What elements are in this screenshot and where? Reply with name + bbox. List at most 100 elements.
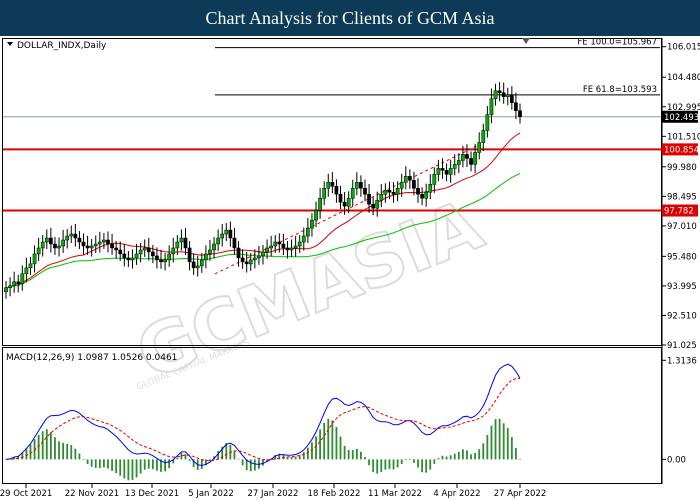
macd-histogram-bar	[13, 456, 16, 460]
candle-body	[261, 251, 265, 257]
macd-histogram-bar	[103, 459, 105, 468]
candle-body	[473, 152, 477, 165]
macd-histogram-bar	[502, 423, 505, 460]
candle-body	[114, 247, 118, 251]
candle-body	[65, 235, 70, 241]
macd-title: MACD(12,26,9) 1.0987 1.0526 0.0461	[6, 353, 177, 363]
macd-histogram-bar	[486, 435, 489, 460]
candle-body	[8, 285, 12, 289]
candle-body	[146, 247, 151, 253]
macd-histogram-bar	[519, 459, 521, 460]
x-tick-label: 11 Mar 2022	[368, 489, 422, 499]
candle-body	[163, 259, 167, 263]
x-tick-label: 18 Feb 2022	[308, 489, 361, 499]
candle-body	[167, 253, 172, 261]
candle-body	[481, 130, 486, 143]
macd-histogram-bar	[5, 459, 7, 460]
macd-histogram-bar	[457, 451, 460, 460]
candle-body	[257, 255, 261, 259]
macd-histogram-bar	[45, 429, 48, 460]
fibonacci-lines: FE 100.0=105.967 FE 61.8=103.593	[215, 38, 660, 96]
y-tick-label: 98.495	[667, 192, 697, 202]
candle-body	[126, 257, 131, 261]
candle-body	[130, 257, 135, 261]
macd-histogram-bar	[131, 459, 134, 480]
support-resistance-lines	[3, 148, 662, 212]
macd-histogram-bar	[143, 459, 146, 470]
candle-body	[122, 253, 127, 259]
candle-body	[228, 229, 233, 239]
macd-histogram-bar	[343, 445, 346, 460]
y-tick-label: 92.510	[667, 311, 697, 321]
macd-histogram-bar	[351, 449, 354, 460]
candle-body	[416, 188, 420, 195]
macd-histogram-bar	[21, 452, 24, 460]
macd-histogram-bar	[119, 459, 122, 476]
macd-histogram-bar	[388, 459, 391, 469]
macd-histogram-bar	[339, 436, 342, 460]
macd-histogram-bar	[315, 436, 317, 460]
macd-histogram-bar	[58, 441, 60, 460]
candle-body	[187, 247, 192, 263]
macd-histogram-bar	[66, 443, 69, 460]
candle-body	[236, 247, 241, 259]
y-tick-label: 102.995	[667, 103, 700, 113]
candle-body	[16, 281, 21, 285]
candle-body	[151, 251, 155, 257]
macd-histogram-bar	[266, 459, 268, 462]
macd-y-axis: 1.3136 0.00	[662, 356, 697, 465]
candle-body	[171, 247, 176, 255]
candle-body	[306, 227, 310, 237]
macd-histogram-bar	[180, 453, 183, 460]
macd-histogram-bar	[506, 428, 509, 460]
candle-body	[208, 249, 212, 255]
macd-histogram-bar	[147, 459, 150, 469]
macd-histogram-bar	[86, 459, 89, 465]
candle-body	[40, 241, 45, 249]
candle-body	[57, 245, 61, 249]
macd-histogram-bar	[139, 459, 142, 474]
candle-body	[395, 188, 400, 195]
macd-histogram-bar	[29, 444, 32, 460]
candle-body	[277, 241, 282, 245]
macd-histogram-bar	[302, 452, 305, 460]
price-y-axis: 106.015 104.480 102.995 101.510 99.980 98.495…	[662, 43, 700, 351]
macd-histogram-bar	[376, 459, 379, 474]
macd-histogram-bar	[204, 459, 207, 466]
candle-body	[36, 247, 41, 255]
candle-body	[53, 243, 57, 249]
level-badge	[662, 143, 698, 156]
macd-histogram-bar	[425, 459, 428, 473]
macd-histogram-bar	[355, 448, 358, 460]
candle-body	[399, 182, 404, 189]
candle-body	[518, 110, 522, 117]
candle-body	[477, 142, 482, 153]
level-badge	[662, 204, 698, 217]
candle-body	[452, 164, 457, 169]
macd-histogram-bar	[400, 459, 403, 465]
candle-body	[204, 253, 208, 261]
macd-histogram-bar	[404, 459, 407, 460]
x-tick-label: 22 Nov 2021	[65, 489, 119, 499]
y-tick-label: 97.010	[667, 222, 697, 232]
candle-body	[293, 245, 298, 249]
macd-histogram-bar	[107, 459, 109, 469]
macd-histogram-bar	[449, 455, 452, 460]
macd-histogram-bar	[160, 459, 162, 472]
candle-body	[134, 253, 139, 259]
level-badge-label: 100.854	[664, 145, 699, 155]
candle-body	[4, 287, 8, 293]
candle-body	[102, 239, 106, 243]
candle-body	[379, 193, 384, 201]
macd-line	[5, 363, 521, 467]
candle-body	[465, 154, 469, 159]
candle-body	[391, 191, 396, 195]
price-pane: 106.015 104.480 102.995 101.510 99.980 98.495…	[3, 38, 700, 351]
y-tick-label: 93.995	[667, 282, 697, 292]
macd-histogram-bar	[74, 448, 77, 460]
macd-histogram-bar	[360, 451, 362, 460]
candle-body	[61, 239, 65, 247]
macd-histogram-bar	[237, 458, 240, 460]
candle-body	[461, 154, 465, 161]
